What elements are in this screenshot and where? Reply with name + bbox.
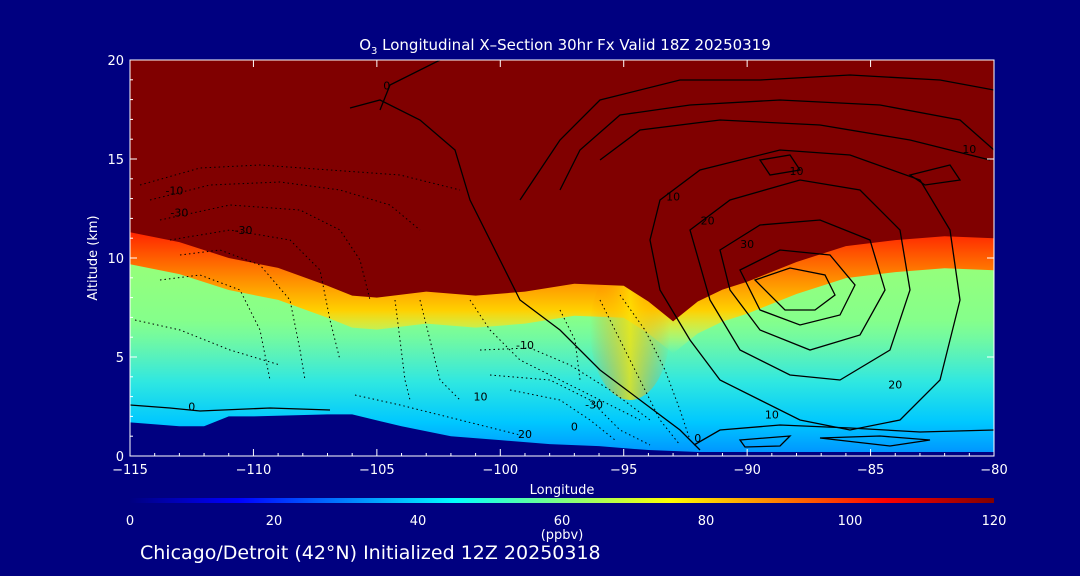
contour-label: 10 [474, 391, 488, 404]
contour-label: 10 [790, 165, 804, 178]
contour-label: 30 [740, 238, 754, 251]
x-tick-label: −90 [733, 463, 760, 478]
y-axis-label: Altitude (km) [86, 215, 101, 300]
stratospheric-region [130, 60, 994, 322]
x-tick-label: −110 [236, 463, 272, 478]
contour-labels: 0 -10 -30 -30 -10 10 0 -30 20 0 0 10 10 20 30 20 10 10 [165, 80, 976, 445]
contour-label: 10 [962, 143, 976, 156]
x-tick-label: −80 [980, 463, 1007, 478]
contour-line [159, 204, 371, 301]
x-tick-label: −85 [857, 463, 884, 478]
colorbar-ticks: 0 20 40 60 80 100 120 [126, 514, 1007, 529]
contour-line [130, 404, 331, 412]
contour-label: 0 [571, 420, 578, 433]
contour-label: 0 [188, 400, 195, 413]
contour-line [719, 219, 886, 351]
contour-line [819, 435, 931, 447]
contour-label: 0 [694, 432, 701, 445]
chart-title: O3 Longitudinal X–Section 30hr Fx Valid … [359, 36, 771, 57]
contour-label: -30 [170, 206, 188, 219]
contour-line [908, 164, 962, 186]
colorbar-tick-label: 0 [126, 514, 134, 529]
x-tick-label: −100 [482, 463, 518, 478]
contour-line [139, 164, 461, 191]
contour-label: -30 [235, 224, 253, 237]
y-tick-label: 15 [107, 153, 124, 168]
terrain [130, 414, 994, 456]
contour-label: 0 [383, 80, 390, 93]
footer-caption: Chicago/Detroit (42°N) Initialized 12Z 2… [140, 542, 601, 564]
contour-line [134, 319, 281, 366]
contour-label: 20 [518, 428, 532, 441]
contour-label: 10 [666, 191, 680, 204]
contour-line [489, 374, 651, 446]
contour-label: 20 [888, 379, 902, 392]
y-tick-label: 0 [116, 450, 124, 465]
contour-line [649, 149, 961, 431]
contour-line [354, 394, 521, 436]
x-tick-label: −115 [112, 463, 148, 478]
x-axis: −115 −110 −105 −100 −95 −90 −85 −80 [112, 60, 1008, 478]
contour-line [159, 274, 271, 381]
y-tick-label: 10 [107, 252, 124, 267]
contour-line [738, 435, 792, 448]
x-axis-label: Longitude [530, 483, 595, 498]
contour-label: -30 [585, 398, 603, 411]
contour-line [619, 294, 691, 441]
x-tick-label: −95 [610, 463, 637, 478]
contour-line [179, 249, 306, 381]
colorbar-tick-label: 40 [410, 514, 427, 529]
contour-line [689, 179, 911, 381]
contour-line [753, 267, 836, 311]
ozone-field: 0 -10 -30 -30 -10 10 0 -30 20 0 0 10 10 20 30 20 10 10 [130, 60, 994, 456]
colorbar-tick-label: 120 [982, 514, 1007, 529]
contour-line [599, 299, 681, 446]
colorbar-tick-label: 80 [698, 514, 715, 529]
contour-label: -10 [516, 339, 534, 352]
contour-lines [130, 60, 994, 451]
contour-line [559, 99, 994, 191]
contour-label: 10 [765, 408, 779, 421]
contour-label: -10 [165, 185, 183, 198]
contour-line [758, 154, 802, 176]
x-tick-label: −105 [359, 463, 395, 478]
contour-line [693, 424, 994, 446]
contour-line [599, 119, 991, 161]
colorbar-tick-label: 20 [266, 514, 283, 529]
contour-label: 20 [701, 214, 715, 227]
y-tick-label: 5 [116, 351, 124, 366]
tropopause-gradient-band [130, 230, 994, 354]
colorbar-tick-label: 60 [554, 514, 571, 529]
contour-line [739, 249, 856, 326]
colorbar-label: (ppbv) [541, 528, 584, 543]
y-tick-label: 20 [107, 54, 124, 69]
contour-line [349, 99, 701, 451]
contour-line [519, 74, 994, 201]
contour-line [149, 181, 421, 231]
contour-line [394, 299, 411, 401]
y-axis: 0 5 10 15 20 [107, 54, 994, 465]
colorbar [130, 498, 994, 503]
contour-line [169, 229, 341, 361]
colorbar-tick-label: 100 [838, 514, 863, 529]
